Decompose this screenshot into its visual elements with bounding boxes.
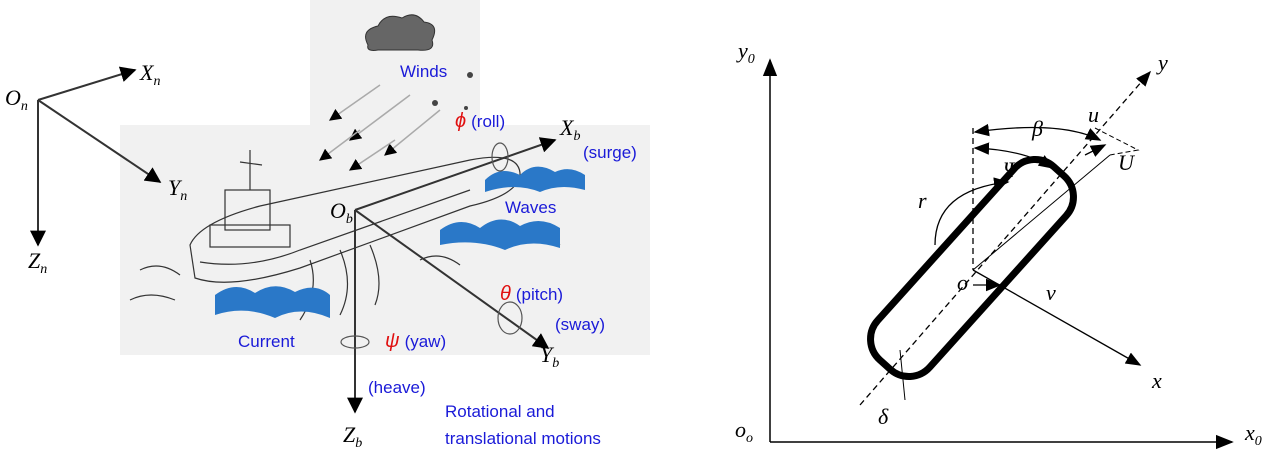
delta-line: [899, 349, 906, 401]
body-y-axis: [859, 70, 1152, 406]
u-label: u: [1088, 102, 1099, 127]
wind-arrows: [319, 84, 441, 171]
psi-arc: [973, 142, 1055, 169]
caption-line: Rotational and: [445, 402, 555, 421]
frame-origin-label: On: [5, 85, 28, 114]
current-label: Current: [238, 332, 295, 351]
dot: [464, 106, 468, 110]
v-label: v: [1046, 280, 1056, 305]
earth-y-label: y0: [736, 38, 755, 67]
body-y-label: Yb: [540, 342, 559, 371]
body-x-label: x: [1151, 368, 1162, 393]
frame-x-label: Xn: [139, 60, 160, 89]
body-z-label: Zb: [343, 422, 362, 451]
body-x-label: Xb: [559, 115, 580, 144]
body-origin-label: o: [957, 270, 968, 295]
pitch-label: θ (pitch): [500, 283, 563, 305]
velocity-components: [1094, 127, 1140, 156]
dot: [432, 100, 438, 106]
surge-label: (surge): [583, 143, 637, 162]
photo-background: [120, 125, 650, 355]
left-diagram: On Xn Yn Zn Ob Xb Yb Zb ϕ (roll) θ (pitch)…: [5, 0, 650, 451]
U-label: U: [1118, 150, 1136, 175]
heave-label: (heave): [368, 378, 426, 397]
earth-x-label: x0: [1244, 420, 1262, 449]
dot: [467, 72, 473, 78]
right-diagram: y0 x0 oo y x o β Ψ u U r v δ: [735, 38, 1262, 450]
r-arc: [934, 177, 1010, 246]
waves-label: Waves: [505, 198, 556, 217]
earth-axes: [762, 58, 1234, 450]
cloud: [365, 14, 436, 51]
sway-label: (sway): [555, 315, 605, 334]
rotation-rings: [340, 142, 523, 349]
roll-label: ϕ (roll): [455, 110, 505, 132]
velocity-line: [972, 154, 1111, 271]
frame-z-label: Zn: [28, 248, 47, 277]
body-y-label: y: [1156, 50, 1168, 75]
body-axes: [347, 137, 557, 414]
r-label: r: [918, 188, 927, 213]
frame-y-label: Yn: [168, 175, 187, 204]
waves-graphic: [215, 166, 585, 318]
ship-hull: [867, 156, 1077, 380]
ship-sketch: [129, 150, 561, 321]
yaw-label: ψ (yaw): [385, 330, 446, 352]
earth-origin-label: oo: [735, 417, 753, 446]
beta-arc: [973, 123, 1102, 141]
u-arrow: [1084, 144, 1107, 157]
caption-line: translational motions: [445, 429, 601, 448]
body-origin-label: Ob: [330, 198, 353, 227]
beta-label: β: [1031, 116, 1043, 141]
frame-n-axes: [30, 66, 162, 247]
delta-label: δ: [878, 404, 889, 429]
body-x-axis: [972, 269, 1142, 366]
winds-label: Winds: [400, 62, 447, 81]
psi-label: Ψ: [1003, 157, 1021, 182]
